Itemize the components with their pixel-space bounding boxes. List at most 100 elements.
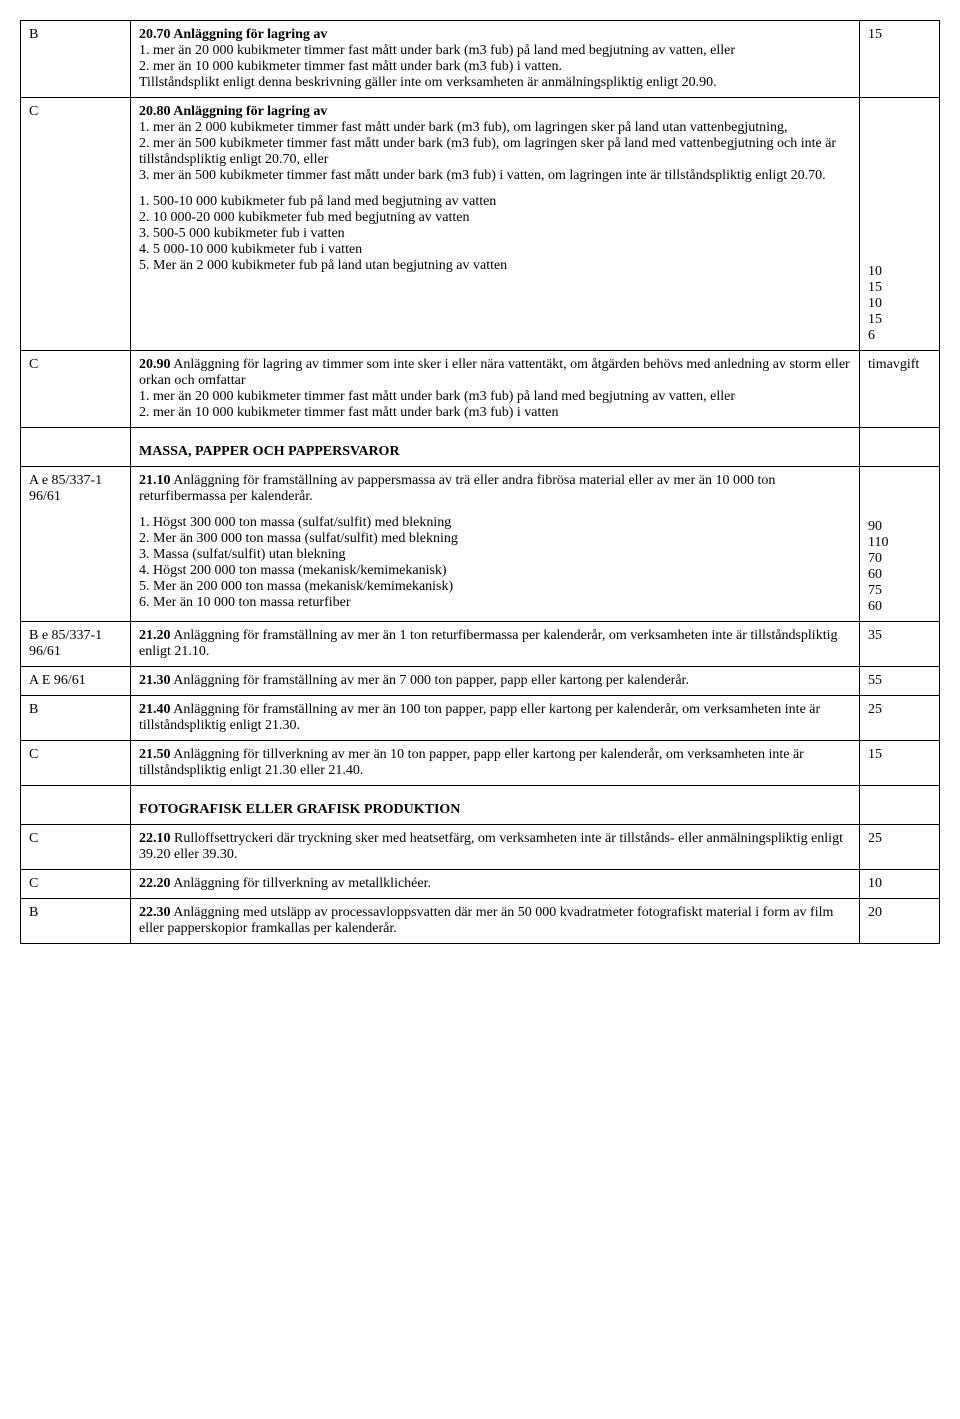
table-row: C 21.50 Anläggning för tillverkning av m… xyxy=(21,741,940,786)
section-title: MASSA, PAPPER OCH PAPPERSVAROR xyxy=(139,444,400,459)
item-number: 22.20 xyxy=(139,876,171,891)
item-body: 1. mer än 20 000 kubikmeter timmer fast … xyxy=(139,43,735,90)
desc-cell: 22.30 Anläggning med utsläpp av processa… xyxy=(131,899,860,944)
table-row: C 20.90 Anläggning för lagring av timmer… xyxy=(21,351,940,428)
list-item: 4. Högst 200 000 ton massa (mekanisk/kem… xyxy=(139,563,851,579)
item-number: 21.20 xyxy=(139,628,171,643)
item-body: 1. mer än 2 000 kubikmeter timmer fast m… xyxy=(139,120,836,183)
code-cell: C xyxy=(21,351,131,428)
desc-cell: 21.40 Anläggning för framställning av me… xyxy=(131,696,860,741)
list-item: 5. Mer än 2 000 kubikmeter fub på land u… xyxy=(139,258,851,274)
table-row: B 21.40 Anläggning för framställning av … xyxy=(21,696,940,741)
value-cell: timavgift xyxy=(860,351,940,428)
code-cell: A E 96/61 xyxy=(21,667,131,696)
item-title-rest: Rulloffsettryckeri där tryckning sker me… xyxy=(139,831,843,862)
desc-cell: 21.20 Anläggning för framställning av me… xyxy=(131,622,860,667)
value-cell: 10 15 10 15 6 xyxy=(860,98,940,351)
list-item: 5. Mer än 200 000 ton massa (mekanisk/ke… xyxy=(139,579,851,595)
item-title-rest: Anläggning för tillverkning av mer än 10… xyxy=(139,747,804,778)
value-cell: 55 xyxy=(860,667,940,696)
list-item: 6. Mer än 10 000 ton massa returfiber xyxy=(139,595,851,611)
desc-cell: 20.90 Anläggning för lagring av timmer s… xyxy=(131,351,860,428)
table-row: C 20.80 Anläggning för lagring av 1. mer… xyxy=(21,98,940,351)
item-number: 21.30 xyxy=(139,673,171,688)
code-cell: C xyxy=(21,98,131,351)
table-row: A e 85/337-1 96/61 21.10 Anläggning för … xyxy=(21,467,940,622)
value-cell: 15 xyxy=(860,741,940,786)
code-cell xyxy=(21,428,131,467)
section-row: MASSA, PAPPER OCH PAPPERSVAROR xyxy=(21,428,940,467)
regulation-table: B 20.70 Anläggning för lagring av 1. mer… xyxy=(20,20,940,944)
value: 15 xyxy=(868,312,931,328)
section-title: FOTOGRAFISK ELLER GRAFISK PRODUKTION xyxy=(139,802,460,817)
list-item: 1. 500-10 000 kubikmeter fub på land med… xyxy=(139,194,851,210)
value: 10 xyxy=(868,296,931,312)
value-cell: 90 110 70 60 75 60 xyxy=(860,467,940,622)
table-row: C 22.20 Anläggning för tillverkning av m… xyxy=(21,870,940,899)
value: 90 xyxy=(868,519,931,535)
code-cell: C xyxy=(21,825,131,870)
desc-cell: 21.30 Anläggning för framställning av me… xyxy=(131,667,860,696)
table-row: C 22.10 Rulloffsettryckeri där tryckning… xyxy=(21,825,940,870)
value-cell: 25 xyxy=(860,825,940,870)
value: 70 xyxy=(868,551,931,567)
value: 60 xyxy=(868,567,931,583)
item-number: 20.70 Anläggning för lagring av xyxy=(139,27,327,42)
list-item: 3. Massa (sulfat/sulfit) utan blekning xyxy=(139,547,851,563)
code-cell: B xyxy=(21,899,131,944)
table-row: B 20.70 Anläggning för lagring av 1. mer… xyxy=(21,21,940,98)
item-title-rest: Anläggning för lagring av timmer som int… xyxy=(139,357,850,388)
section-row: FOTOGRAFISK ELLER GRAFISK PRODUKTION xyxy=(21,786,940,825)
value: 75 xyxy=(868,583,931,599)
item-number: 22.30 xyxy=(139,905,171,920)
item-number: 21.10 xyxy=(139,473,171,488)
list-item: 2. 10 000-20 000 kubikmeter fub med begj… xyxy=(139,210,851,226)
code-cell: C xyxy=(21,741,131,786)
list-item: 4. 5 000-10 000 kubikmeter fub i vatten xyxy=(139,242,851,258)
item-number: 20.80 Anläggning för lagring av xyxy=(139,104,327,119)
document-page: B 20.70 Anläggning för lagring av 1. mer… xyxy=(20,20,940,944)
code-cell xyxy=(21,786,131,825)
section-title-cell: FOTOGRAFISK ELLER GRAFISK PRODUKTION xyxy=(131,786,860,825)
desc-cell: 22.20 Anläggning för tillverkning av met… xyxy=(131,870,860,899)
code-cell: B e 85/337-1 96/61 xyxy=(21,622,131,667)
code-cell: B xyxy=(21,696,131,741)
desc-cell: 21.50 Anläggning för tillverkning av mer… xyxy=(131,741,860,786)
value: 10 xyxy=(868,264,931,280)
item-title-rest: Anläggning för framställning av mer än 7… xyxy=(173,673,689,688)
value-cell: 10 xyxy=(860,870,940,899)
value-cell: 25 xyxy=(860,696,940,741)
item-body: 1. mer än 20 000 kubikmeter timmer fast … xyxy=(139,389,735,420)
item-title-rest: Anläggning för tillverkning av metallkli… xyxy=(173,876,431,891)
code-cell: B xyxy=(21,21,131,98)
desc-cell: 20.80 Anläggning för lagring av 1. mer ä… xyxy=(131,98,860,351)
code-cell: A e 85/337-1 96/61 xyxy=(21,467,131,622)
desc-cell: 22.10 Rulloffsettryckeri där tryckning s… xyxy=(131,825,860,870)
value: 15 xyxy=(868,280,931,296)
item-number: 20.90 xyxy=(139,357,171,372)
item-title-rest: Anläggning för framställning av mer än 1… xyxy=(139,628,837,659)
code-cell: C xyxy=(21,870,131,899)
item-number: 21.50 xyxy=(139,747,171,762)
desc-cell: 21.10 Anläggning för framställning av pa… xyxy=(131,467,860,622)
item-title-rest: Anläggning för framställning av mer än 1… xyxy=(139,702,820,733)
value-cell: 35 xyxy=(860,622,940,667)
value-cell: 15 xyxy=(860,21,940,98)
desc-cell: 20.70 Anläggning för lagring av 1. mer ä… xyxy=(131,21,860,98)
item-title-rest: Anläggning för framställning av pappersm… xyxy=(139,473,775,504)
list-item: 2. Mer än 300 000 ton massa (sulfat/sulf… xyxy=(139,531,851,547)
value-cell xyxy=(860,786,940,825)
table-row: B e 85/337-1 96/61 21.20 Anläggning för … xyxy=(21,622,940,667)
list-item: 3. 500-5 000 kubikmeter fub i vatten xyxy=(139,226,851,242)
value: 110 xyxy=(868,535,931,551)
table-row: B 22.30 Anläggning med utsläpp av proces… xyxy=(21,899,940,944)
value-cell xyxy=(860,428,940,467)
table-row: A E 96/61 21.30 Anläggning för framställ… xyxy=(21,667,940,696)
list-item: 1. Högst 300 000 ton massa (sulfat/sulfi… xyxy=(139,515,851,531)
value-cell: 20 xyxy=(860,899,940,944)
item-number: 21.40 xyxy=(139,702,171,717)
item-title-rest: Anläggning med utsläpp av processavlopps… xyxy=(139,905,833,936)
value: 6 xyxy=(868,328,931,344)
item-number: 22.10 xyxy=(139,831,171,846)
value: 60 xyxy=(868,599,931,615)
